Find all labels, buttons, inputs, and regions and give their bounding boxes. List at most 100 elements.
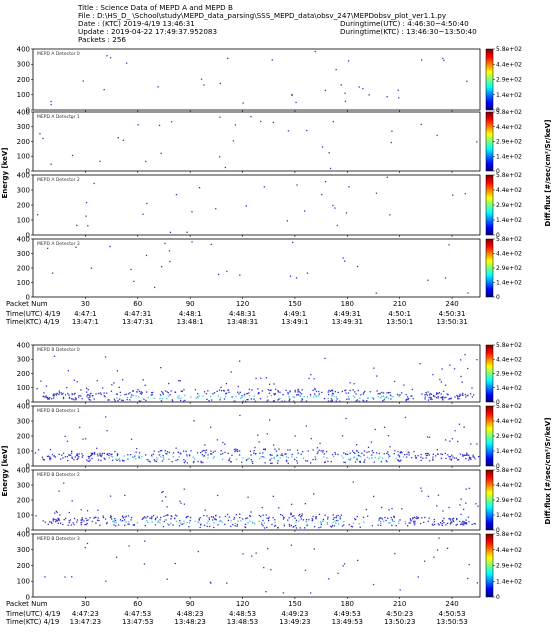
- data-point: [170, 518, 172, 520]
- data-point: [266, 517, 268, 519]
- data-point: [86, 387, 88, 389]
- data-point: [290, 512, 292, 514]
- data-point: [161, 397, 164, 400]
- data-point: [358, 523, 361, 525]
- data-point: [127, 515, 130, 517]
- data-point: [288, 523, 290, 526]
- data-point: [321, 146, 324, 148]
- data-point: [314, 387, 316, 390]
- data-point: [455, 457, 458, 459]
- data-point: [381, 395, 383, 397]
- data-point: [87, 455, 89, 458]
- data-point: [432, 458, 434, 460]
- data-point: [328, 578, 330, 580]
- data-point: [53, 455, 55, 457]
- data-point: [47, 455, 49, 457]
- data-point: [323, 398, 326, 400]
- data-point: [400, 459, 402, 461]
- data-point: [403, 384, 405, 386]
- axis-row-tick: 13:50:53: [436, 618, 467, 626]
- data-point: [389, 446, 391, 448]
- data-point: [161, 391, 163, 393]
- data-point: [98, 519, 100, 522]
- data-point: [87, 460, 89, 462]
- data-point: [122, 519, 124, 522]
- data-point: [194, 520, 196, 522]
- data-point: [70, 454, 72, 456]
- data-point: [103, 392, 105, 394]
- data-point: [267, 518, 270, 520]
- data-point: [373, 495, 375, 498]
- data-point: [443, 522, 445, 524]
- data-point: [74, 392, 76, 394]
- data-point: [89, 395, 91, 397]
- data-point: [244, 523, 247, 525]
- data-point: [250, 511, 252, 513]
- data-point: [394, 553, 396, 555]
- data-point: [349, 459, 351, 461]
- data-point: [333, 517, 335, 519]
- data-point: [344, 461, 346, 464]
- data-point: [151, 391, 153, 394]
- data-point: [303, 396, 305, 398]
- data-point: [64, 456, 66, 458]
- data-point: [117, 453, 119, 456]
- data-point: [161, 449, 163, 452]
- data-point: [282, 518, 285, 520]
- data-point: [126, 396, 129, 399]
- data-point: [200, 460, 202, 463]
- y-tick-label: 300: [17, 186, 30, 194]
- data-point: [57, 522, 59, 524]
- data-point: [55, 519, 58, 521]
- data-point: [368, 451, 370, 453]
- data-point: [420, 456, 422, 458]
- data-point: [47, 523, 49, 525]
- data-point: [284, 453, 286, 455]
- y-tick-label: 300: [17, 356, 30, 364]
- data-point: [89, 396, 91, 398]
- data-point: [363, 400, 365, 402]
- data-point: [414, 516, 416, 518]
- data-point: [181, 523, 184, 525]
- data-point: [43, 392, 45, 394]
- data-point: [385, 396, 387, 399]
- data-point: [118, 386, 120, 388]
- data-point: [275, 388, 277, 390]
- data-point: [467, 367, 469, 370]
- data-point: [281, 400, 283, 402]
- data-point: [476, 443, 478, 445]
- data-point: [299, 395, 301, 397]
- data-point: [85, 517, 87, 520]
- data-point: [414, 455, 416, 457]
- data-point: [52, 518, 54, 520]
- data-point: [328, 152, 330, 154]
- data-point: [432, 394, 435, 397]
- data-point: [292, 241, 294, 244]
- data-point: [471, 387, 473, 389]
- data-point: [73, 523, 75, 526]
- data-point: [433, 521, 436, 523]
- axis-row-tick: 13:49:53: [332, 618, 363, 626]
- data-point: [295, 527, 298, 529]
- data-point: [153, 459, 155, 461]
- data-point: [382, 395, 385, 398]
- data-point: [99, 452, 101, 454]
- data-point: [132, 390, 134, 392]
- data-point: [42, 137, 44, 140]
- colorbar-tick-label: 2.9e+02: [496, 433, 522, 440]
- data-point: [116, 459, 118, 461]
- data-point: [363, 461, 365, 463]
- data-point: [94, 453, 96, 455]
- data-point: [325, 450, 328, 453]
- data-point: [331, 394, 334, 396]
- data-point: [102, 516, 105, 519]
- axis-row-tick: 13:48:23: [174, 618, 205, 626]
- data-point: [66, 386, 68, 389]
- axis-row-tick: 13:48:31: [227, 318, 258, 326]
- axis-row-tick: 180: [341, 300, 354, 308]
- data-point: [327, 400, 330, 402]
- data-point: [290, 503, 293, 505]
- data-point: [110, 390, 113, 392]
- y-axis-label: Energy [keV]: [1, 445, 9, 496]
- data-point: [166, 506, 168, 508]
